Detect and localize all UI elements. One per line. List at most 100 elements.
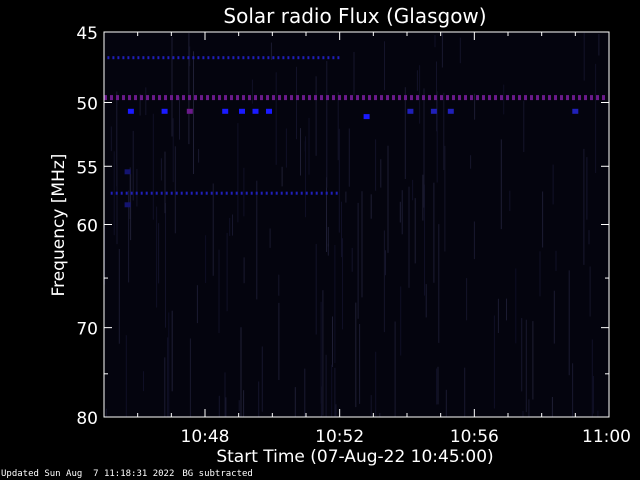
band-segment [164, 95, 167, 101]
band-segment [572, 95, 575, 101]
band-segment [506, 95, 509, 101]
band-segment [155, 191, 158, 195]
noise-streak [320, 301, 322, 404]
noise-streak [589, 266, 591, 317]
band-segment [470, 95, 473, 101]
band-segment [317, 56, 320, 60]
band-segment [476, 95, 479, 101]
noise-streak [256, 180, 258, 300]
band-segment [182, 56, 185, 60]
band-segment [142, 56, 145, 60]
noise-streak [308, 117, 310, 175]
noise-streak [327, 243, 329, 256]
band-segment [255, 191, 258, 195]
signal-spot [430, 108, 437, 114]
band-segment [310, 191, 313, 195]
band-segment [210, 191, 213, 195]
band-segment [518, 95, 521, 101]
noise-streak [278, 302, 280, 380]
noise-streak [345, 191, 347, 203]
noise-streak [568, 270, 570, 376]
band-segment [146, 95, 149, 101]
band-segment [335, 191, 338, 195]
band-segment [240, 191, 243, 195]
noise-streak [129, 167, 131, 219]
band-segment [195, 191, 198, 195]
noise-streak [523, 100, 525, 152]
band-segment [135, 191, 138, 195]
band-segment [107, 56, 110, 60]
signal-spot [222, 108, 229, 114]
band-segment [542, 95, 545, 101]
y-tick-label: 50 [76, 95, 98, 115]
noise-streak [164, 357, 166, 417]
noise-streak [326, 61, 328, 188]
band-segment [176, 95, 179, 101]
band-segment [536, 95, 539, 101]
noise-streak [334, 367, 336, 417]
noise-streak [383, 230, 385, 333]
noise-streak [315, 76, 317, 156]
noise-streak [188, 33, 190, 145]
noise-streak [509, 190, 511, 211]
noise-streak [416, 70, 418, 91]
band-segment [162, 56, 165, 60]
noise-streak [443, 92, 445, 170]
noise-streak [522, 411, 524, 417]
band-segment [147, 56, 150, 60]
band-segment [290, 95, 293, 101]
noise-streak [459, 37, 461, 64]
noise-streak [171, 310, 173, 392]
noise-streak [422, 174, 424, 221]
band-segment [320, 95, 323, 101]
noise-streak [296, 66, 297, 140]
band-segment [165, 191, 168, 195]
noise-streak [174, 146, 176, 234]
band-segment [338, 95, 341, 101]
noise-streak [189, 338, 191, 417]
band-segment [120, 191, 123, 195]
noise-streak [341, 201, 342, 258]
noise-streak [326, 177, 327, 252]
noise-streak [335, 404, 337, 417]
noise-streak [474, 93, 476, 120]
noise-streak [116, 91, 118, 187]
band-segment [380, 95, 383, 101]
band-segment [280, 191, 283, 195]
noise-streak [232, 214, 233, 236]
noise-streak [586, 157, 588, 220]
noise-streak [493, 315, 495, 409]
noise-streak [331, 364, 333, 417]
band-segment [230, 95, 233, 101]
band-segment [398, 95, 401, 101]
band-segment [260, 191, 263, 195]
bg-subtracted-note: BG subtracted [182, 469, 253, 479]
band-segment [322, 56, 325, 60]
noise-streak [433, 182, 435, 283]
band-segment [362, 95, 365, 101]
noise-streak [229, 217, 231, 236]
noise-streak [375, 139, 377, 191]
band-segment [590, 95, 593, 101]
band-segment [260, 95, 263, 101]
noise-streak [342, 238, 343, 330]
band-segment [327, 56, 330, 60]
band-segment [548, 95, 551, 101]
signal-spot [186, 108, 193, 114]
band-segment [332, 56, 335, 60]
noise-streak [400, 286, 402, 356]
noise-streak [237, 123, 239, 223]
band-segment [330, 191, 333, 195]
noise-streak [294, 387, 296, 417]
band-segment [170, 95, 173, 101]
band-segment [554, 95, 557, 101]
noise-streak [269, 228, 271, 248]
band-segment [350, 95, 353, 101]
band-segment [222, 56, 225, 60]
band-segment [180, 191, 183, 195]
band-segment [117, 56, 120, 60]
noise-streak [414, 198, 416, 264]
noise-streak [503, 84, 505, 115]
band-segment [297, 56, 300, 60]
